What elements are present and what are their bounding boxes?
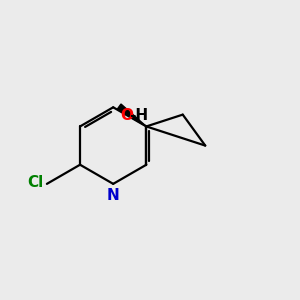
Text: N: N [107,188,120,203]
Polygon shape [117,104,146,126]
Text: Cl: Cl [28,175,44,190]
Text: -H: -H [129,108,148,123]
Text: O: O [121,108,134,123]
